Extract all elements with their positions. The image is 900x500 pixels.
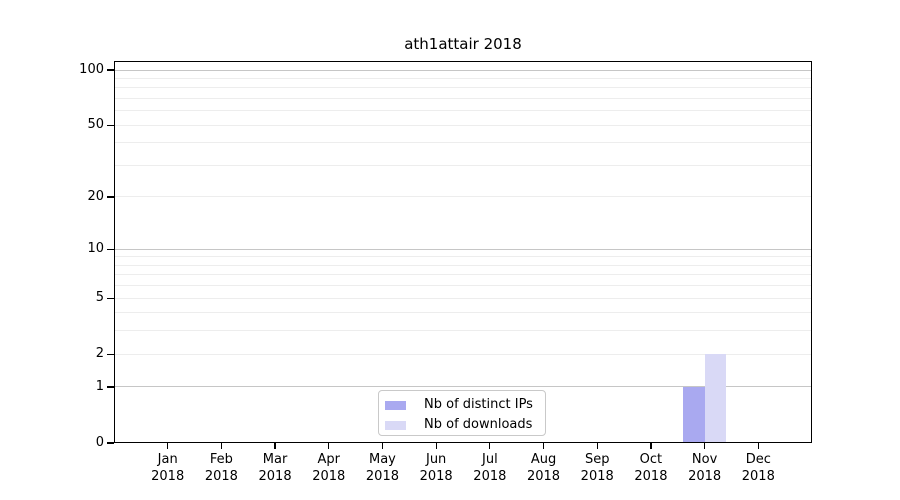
x-tick-mark: [274, 443, 276, 449]
x-tick-label-jul: Jul 2018: [450, 451, 530, 485]
major-gridline: [114, 124, 812, 126]
x-tick-year: 2018: [419, 469, 453, 484]
x-tick-mark: [435, 443, 437, 449]
minor-gridline: [114, 77, 812, 79]
x-tick-month: Dec: [745, 452, 771, 467]
major-gridline: [114, 69, 812, 71]
x-tick-label-dec: Dec 2018: [718, 451, 798, 485]
x-tick-year: 2018: [580, 469, 614, 484]
x-tick-label-jun: Jun 2018: [396, 451, 476, 485]
y-tick-mark: [107, 196, 114, 198]
x-tick-year: 2018: [258, 469, 292, 484]
y-tick-mark: [107, 386, 114, 388]
x-tick-month: Feb: [209, 452, 233, 467]
x-tick-mark: [220, 443, 223, 449]
x-tick-month: Nov: [691, 452, 718, 467]
legend: Nb of distinct IPs Nb of downloads: [378, 390, 546, 436]
x-tick-mark: [489, 443, 491, 449]
minor-gridline: [114, 256, 812, 258]
y-tick-mark: [107, 353, 114, 355]
minor-gridline: [114, 330, 812, 332]
x-tick-month: Aug: [530, 452, 557, 467]
x-tick-month: Sep: [584, 452, 610, 467]
minor-gridline: [114, 87, 812, 89]
legend-swatch-distinct-ips-icon: [385, 400, 406, 410]
y-tick-label: 20: [87, 188, 104, 204]
x-tick-mark: [381, 443, 384, 449]
y-tick-mark: [107, 442, 114, 444]
x-tick-year: 2018: [741, 469, 775, 484]
x-tick-year: 2018: [688, 469, 722, 484]
x-tick-month: Mar: [262, 452, 288, 467]
major-gridline: [114, 386, 812, 388]
x-tick-month: Jun: [425, 452, 447, 467]
bar-nov-downloads: [704, 354, 727, 443]
y-tick-label: 5: [95, 290, 104, 306]
legend-entry-downloads: Nb of downloads: [385, 415, 545, 435]
y-tick-label: 1: [95, 378, 104, 394]
minor-gridline: [114, 142, 812, 144]
minor-gridline: [114, 264, 812, 266]
chart-title: ath1attair 2018: [404, 35, 522, 53]
x-tick-month: Jan: [157, 452, 178, 467]
x-tick-mark: [650, 443, 652, 449]
minor-gridline: [114, 312, 812, 314]
x-tick-mark: [167, 443, 169, 449]
minor-gridline: [114, 98, 812, 100]
minor-gridline: [114, 110, 812, 112]
x-tick-mark: [757, 443, 759, 449]
x-tick-month: Apr: [317, 452, 341, 467]
x-tick-year: 2018: [204, 469, 238, 484]
y-tick-mark: [107, 124, 114, 126]
x-tick-mark: [596, 443, 598, 449]
x-tick-month: Oct: [639, 452, 663, 467]
major-gridline: [114, 297, 812, 299]
x-tick-year: 2018: [151, 469, 185, 484]
y-tick-label: 10: [87, 241, 104, 257]
major-gridline: [114, 248, 812, 250]
legend-swatch-downloads-icon: [385, 420, 406, 430]
minor-gridline: [114, 165, 812, 166]
x-tick-label-sep: Sep 2018: [557, 451, 637, 485]
major-gridline: [114, 353, 812, 355]
y-tick-label: 2: [95, 346, 104, 362]
major-gridline: [114, 196, 812, 198]
legend-entry-distinct-ips: Nb of distinct IPs: [385, 395, 545, 415]
x-tick-month: May: [369, 452, 396, 467]
x-tick-month: Jul: [482, 452, 498, 467]
y-tick-mark: [107, 297, 114, 299]
x-tick-year: 2018: [473, 469, 507, 484]
x-tick-year: 2018: [365, 469, 399, 484]
y-tick-label: 0: [95, 435, 104, 450]
x-tick-label-aug: Aug 2018: [504, 451, 584, 485]
legend-label-downloads: Nb of downloads: [424, 417, 533, 432]
y-tick-mark: [107, 248, 114, 250]
bar-nov-distinct-ips: [683, 386, 705, 443]
x-tick-mark: [703, 443, 706, 449]
x-tick-label-feb: Feb 2018: [181, 451, 261, 485]
x-tick-label-may: May 2018: [342, 451, 422, 485]
x-tick-label-mar: Mar 2018: [235, 451, 315, 485]
x-tick-mark: [542, 443, 545, 449]
y-tick-mark: [107, 69, 114, 71]
minor-gridline: [114, 285, 812, 287]
x-tick-mark: [328, 443, 330, 449]
legend-label-distinct-ips: Nb of distinct IPs: [424, 397, 533, 412]
x-tick-label-apr: Apr 2018: [289, 451, 369, 485]
y-tick-label: 50: [87, 117, 104, 133]
x-tick-label-nov: Nov 2018: [665, 451, 745, 485]
minor-gridline: [114, 274, 812, 276]
x-tick-year: 2018: [526, 469, 561, 484]
x-tick-year: 2018: [312, 469, 346, 484]
x-tick-label-oct: Oct 2018: [611, 451, 691, 485]
y-tick-label: 100: [79, 62, 104, 78]
x-tick-label-jan: Jan 2018: [128, 451, 208, 485]
x-tick-year: 2018: [634, 469, 668, 484]
